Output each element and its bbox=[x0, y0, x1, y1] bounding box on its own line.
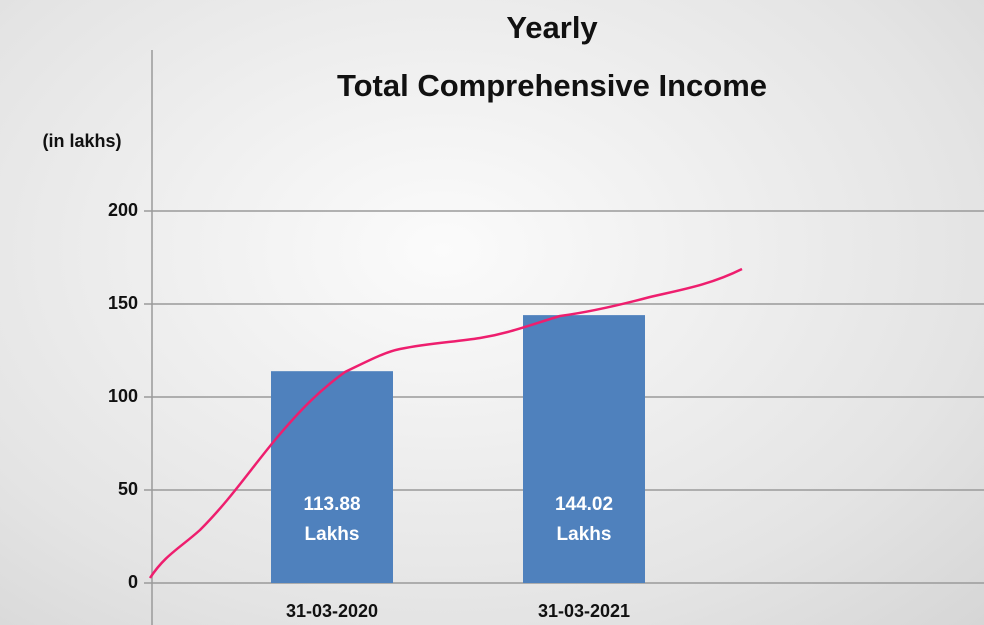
y-tick-label: 200 bbox=[108, 200, 138, 220]
chart-title: Yearly bbox=[506, 10, 598, 45]
y-tick-label: 0 bbox=[128, 572, 138, 592]
data-label: 113.88 Lakhs bbox=[303, 494, 361, 545]
chart-title: Total Comprehensive Income bbox=[337, 68, 767, 103]
y-tick-label: 100 bbox=[108, 386, 138, 406]
y-axis-label: (in lakhs) bbox=[42, 131, 121, 151]
data-label: 144.02 Lakhs bbox=[554, 494, 614, 545]
y-tick-label: 50 bbox=[118, 479, 138, 499]
bar bbox=[271, 371, 393, 583]
bar bbox=[523, 315, 645, 583]
x-tick-label: 31-03-2021 bbox=[538, 601, 630, 621]
y-tick-label: 150 bbox=[108, 293, 138, 313]
x-tick-label: 31-03-2020 bbox=[286, 601, 378, 621]
trend-line bbox=[148, 267, 743, 579]
bars bbox=[271, 315, 645, 583]
